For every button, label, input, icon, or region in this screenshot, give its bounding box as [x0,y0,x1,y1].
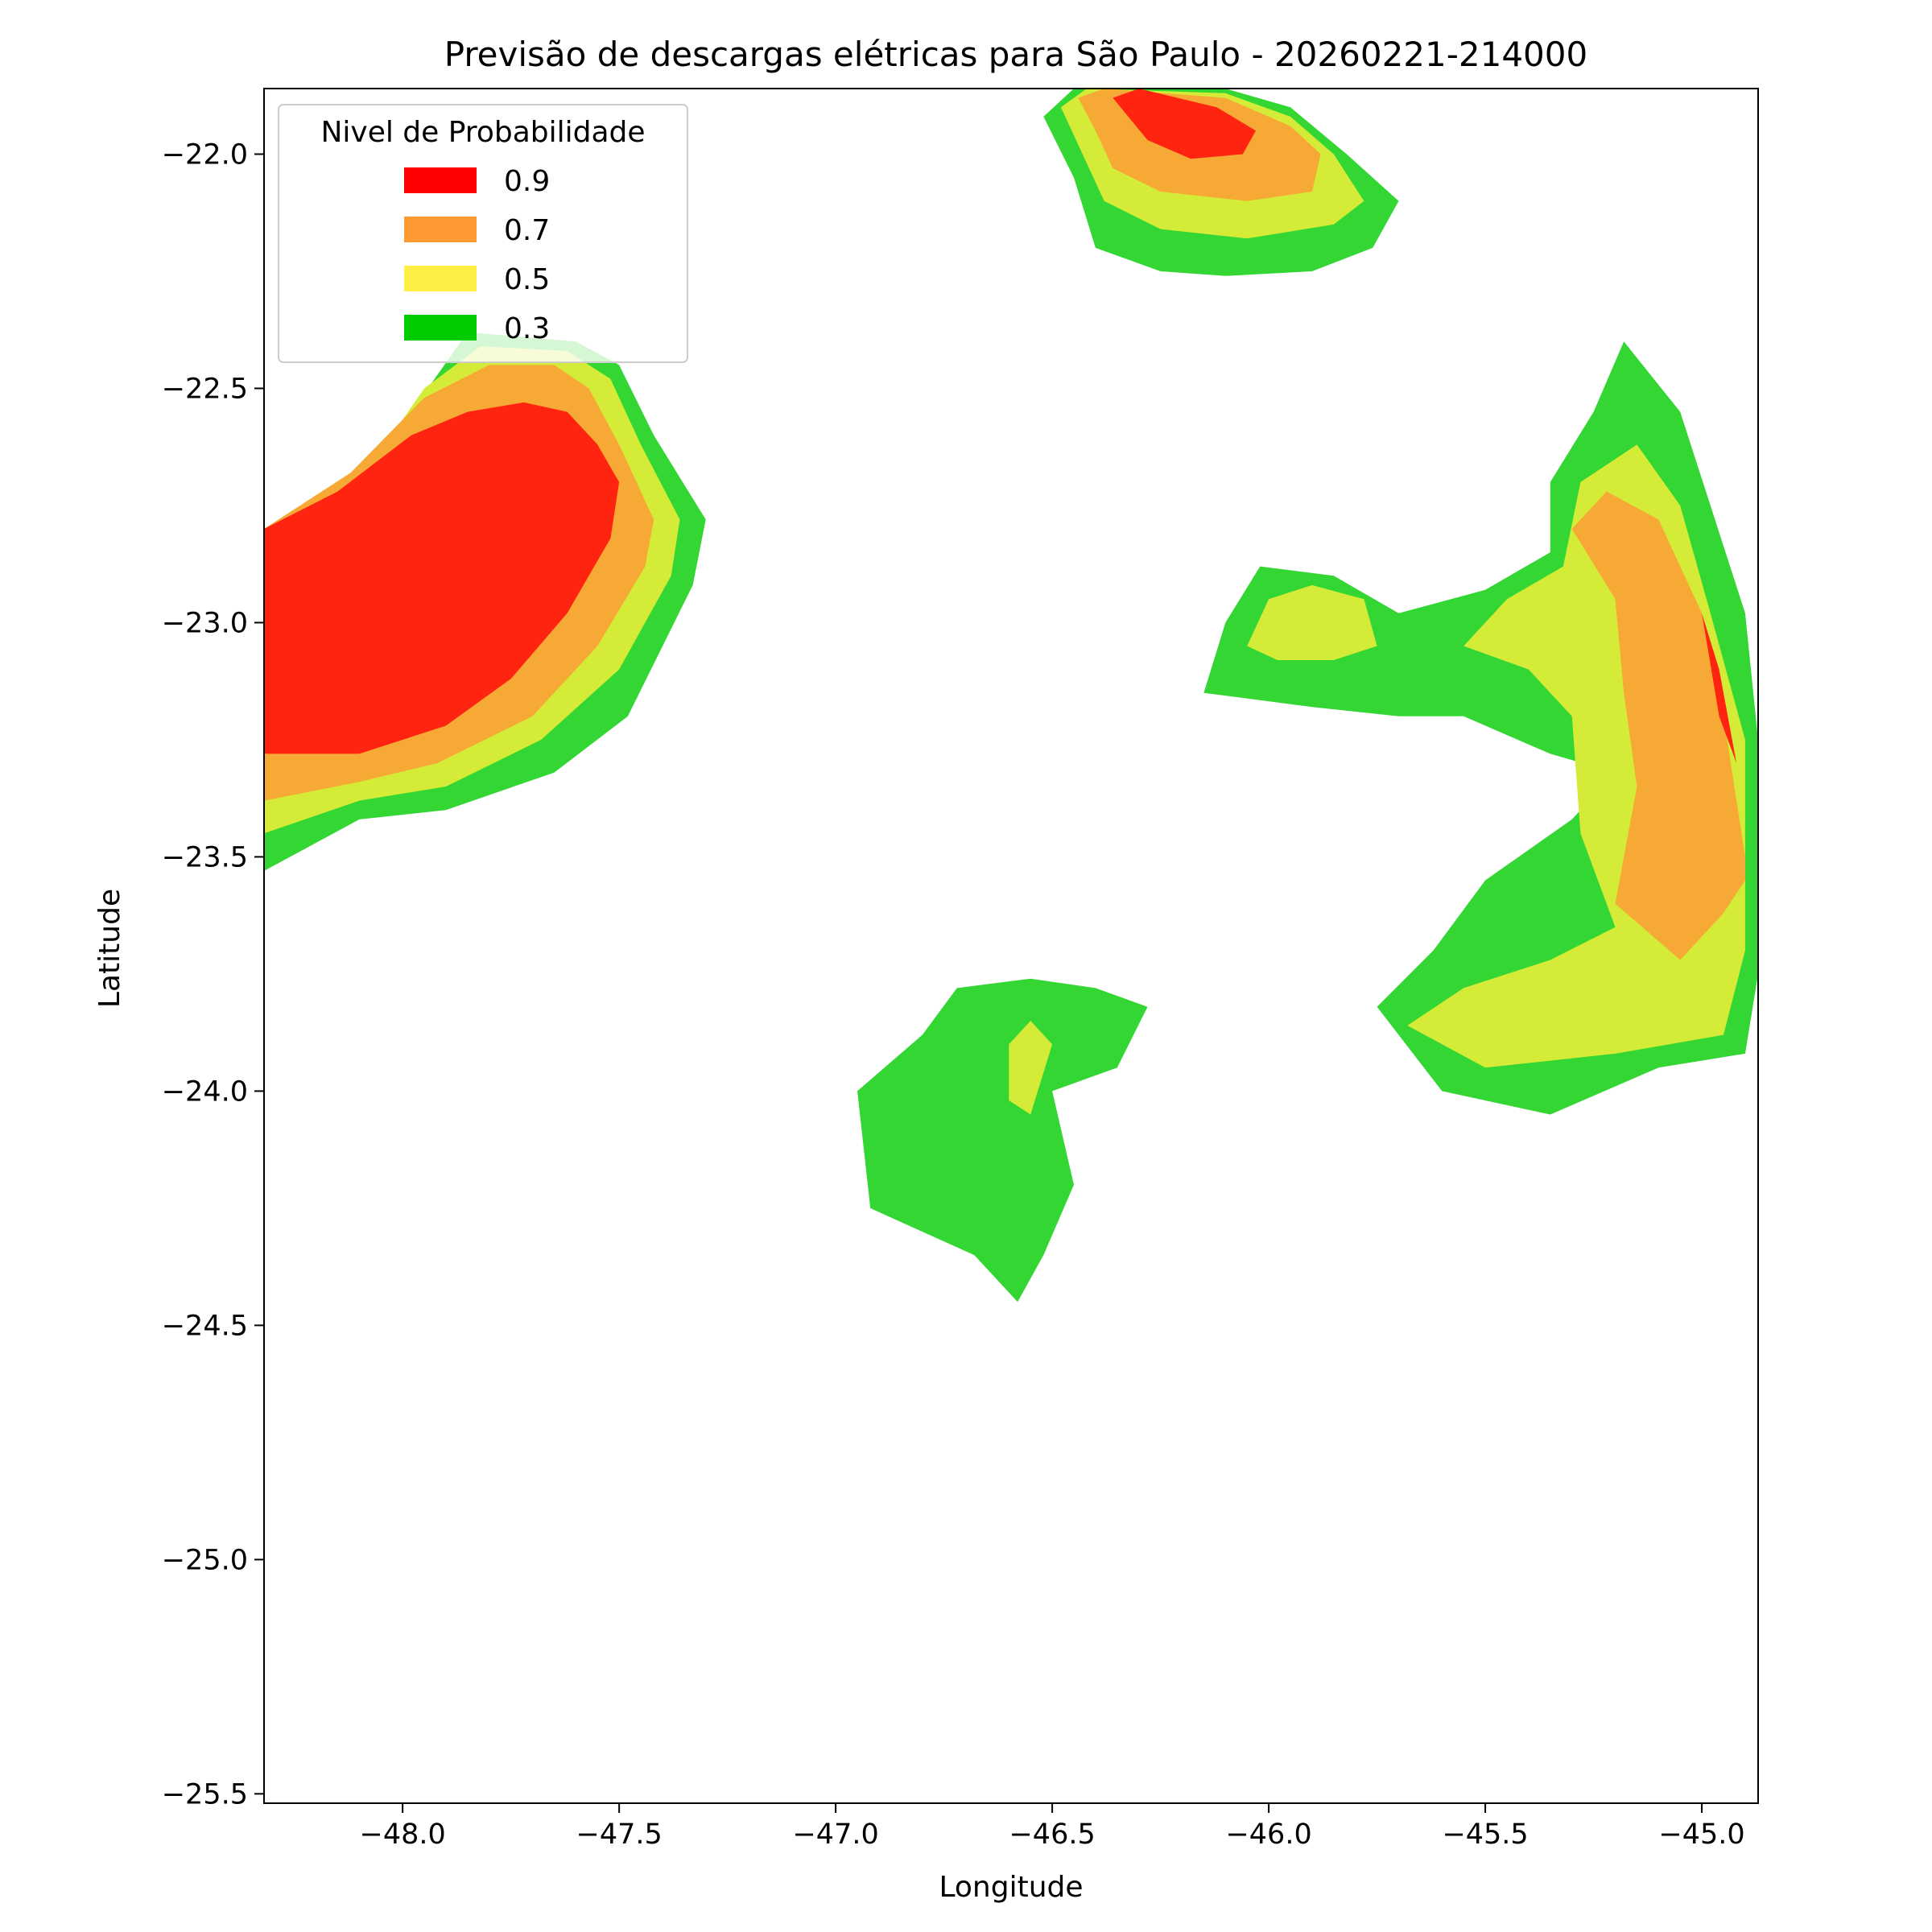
x-tick-label: −47.0 [792,1818,878,1851]
y-tick-label: −25.0 [162,1544,248,1576]
y-axis: −22.0 −22.5 −23.0 −23.5 −24.0 −24.5 −25.0 −25.5 [162,138,264,1810]
legend-swatch-03 [404,315,477,341]
contour-region-05-10 [1247,584,1377,660]
contour-region-09-12 [1702,613,1737,763]
y-axis-label: Latitude [93,889,126,1008]
legend-label-03: 0.3 [504,312,550,345]
plot-area [263,88,1759,1804]
y-tick-label: −23.0 [162,607,248,639]
x-tick-label: −46.5 [1009,1818,1095,1851]
contour-region-07-11 [1571,491,1745,960]
y-tick-label: −23.5 [162,841,248,873]
legend-swatch-09 [404,167,477,193]
x-axis-label: Longitude [939,1871,1083,1904]
chart-title: Previsão de descargas elétricas para São… [444,35,1587,74]
legend-title: Nivel de Probabilidade [320,116,645,149]
legend-label-05: 0.5 [504,263,550,296]
legend-swatch-07 [404,217,477,242]
contour-region-05-14 [1009,1021,1053,1115]
plot-frame [263,88,1759,1804]
y-tick-label: −24.5 [162,1310,248,1342]
contour-region-09-3 [264,402,620,754]
x-tick-label: −48.0 [360,1818,446,1851]
legend-label-07: 0.7 [504,214,550,247]
y-tick-label: −22.5 [162,373,248,405]
y-tick-label: −24.0 [162,1075,248,1108]
contour-regions [264,89,1758,1302]
x-tick-label: −45.5 [1442,1818,1528,1851]
y-tick-label: −22.0 [162,138,248,171]
x-tick-label: −45.0 [1658,1818,1744,1851]
y-tick-label: −25.5 [162,1778,248,1810]
x-tick-label: −46.0 [1225,1818,1311,1851]
contour-region-09-7 [1113,89,1256,159]
legend-box [278,104,688,363]
legend-label-09: 0.9 [504,165,550,198]
x-axis: −48.0 −47.5 −47.0 −46.5 −46.0 −45.5 −45.0 [360,1803,1745,1851]
legend-swatch-05 [404,266,477,291]
x-tick-label: −47.5 [576,1818,663,1851]
contour-region-03-13 [857,978,1148,1302]
legend: Nivel de Probabilidade 0.9 0.7 0.5 0.3 [278,104,688,363]
